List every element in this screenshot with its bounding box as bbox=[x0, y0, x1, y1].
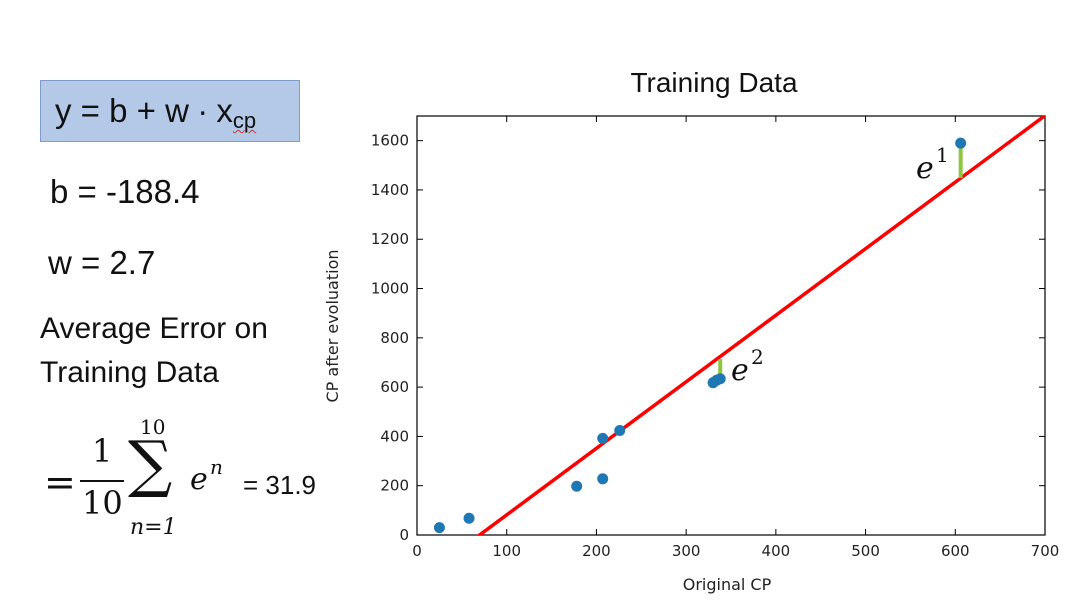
average-error-line1: Average Error on bbox=[40, 312, 268, 345]
equals-sign: = bbox=[44, 460, 76, 504]
x-tick-label: 700 bbox=[1031, 542, 1060, 560]
data-point bbox=[714, 373, 726, 385]
data-point bbox=[463, 512, 475, 524]
x-tick-label: 100 bbox=[492, 542, 521, 560]
sum-upper-limit: 10 bbox=[140, 415, 166, 439]
y-tick-label: 1600 bbox=[371, 132, 409, 150]
y-tick-label: 1400 bbox=[371, 181, 409, 199]
weight-value: w = 2.7 bbox=[48, 244, 156, 281]
annotation-e2-base: e bbox=[731, 353, 749, 388]
x-tick-label: 300 bbox=[672, 542, 701, 560]
y-tick-label: 200 bbox=[380, 477, 409, 495]
x-tick-label: 400 bbox=[762, 542, 791, 560]
sum-lower-limit: n=1 bbox=[130, 515, 177, 540]
fraction-denominator: 10 bbox=[82, 484, 123, 522]
annotation-e2: e 2 bbox=[731, 345, 764, 388]
data-point bbox=[597, 473, 609, 485]
plot-frame bbox=[416, 115, 1046, 536]
y-tick-label: 0 bbox=[399, 526, 409, 544]
average-error-label: Average Error on Training Data bbox=[40, 307, 268, 395]
model-formula-box: y = b + w ∙ x cp bbox=[40, 80, 300, 142]
annotation-e2-exponent: 2 bbox=[751, 345, 764, 369]
sum-term-exponent: n bbox=[210, 455, 223, 479]
data-points bbox=[433, 137, 967, 534]
data-point bbox=[614, 424, 626, 436]
data-point bbox=[955, 137, 967, 149]
average-error-result: = 31.9 bbox=[243, 470, 317, 500]
model-formula: y = b + w ∙ x bbox=[55, 92, 233, 129]
x-tick-label: 500 bbox=[851, 542, 880, 560]
data-point bbox=[433, 522, 445, 534]
average-error-line2: Training Data bbox=[40, 356, 219, 389]
x-axis-label: Original CP bbox=[683, 575, 772, 594]
data-point bbox=[597, 432, 609, 444]
data-point bbox=[571, 480, 583, 492]
sum-symbol: ∑ bbox=[128, 427, 173, 500]
x-axis-ticks: 0 100 200 300 400 500 600 700 bbox=[412, 116, 1059, 560]
annotation-e1-base: e bbox=[916, 151, 934, 186]
model-formula-subscript: cp bbox=[232, 108, 257, 133]
y-tick-label: 1200 bbox=[371, 230, 409, 248]
bias-value: b = -188.4 bbox=[50, 173, 200, 210]
fraction-bar bbox=[80, 480, 124, 482]
sum-term-base: e bbox=[190, 462, 208, 497]
chart-title: Training Data bbox=[630, 67, 797, 98]
y-tick-label: 600 bbox=[380, 378, 409, 396]
y-tick-label: 1000 bbox=[371, 280, 409, 298]
regression-line bbox=[476, 116, 1045, 535]
x-tick-label: 0 bbox=[412, 542, 422, 560]
fraction-numerator: 1 bbox=[92, 432, 113, 470]
y-axis-ticks: 0 200 400 600 800 1000 1200 1400 1600 bbox=[371, 132, 1045, 544]
y-tick-label: 400 bbox=[380, 427, 409, 445]
annotation-e1: e 1 bbox=[916, 143, 949, 186]
x-tick-label: 600 bbox=[941, 542, 970, 560]
x-tick-label: 200 bbox=[582, 542, 611, 560]
y-tick-label: 800 bbox=[380, 329, 409, 347]
y-axis-label: CP after evoluation bbox=[323, 250, 342, 403]
annotation-e1-exponent: 1 bbox=[936, 143, 949, 167]
